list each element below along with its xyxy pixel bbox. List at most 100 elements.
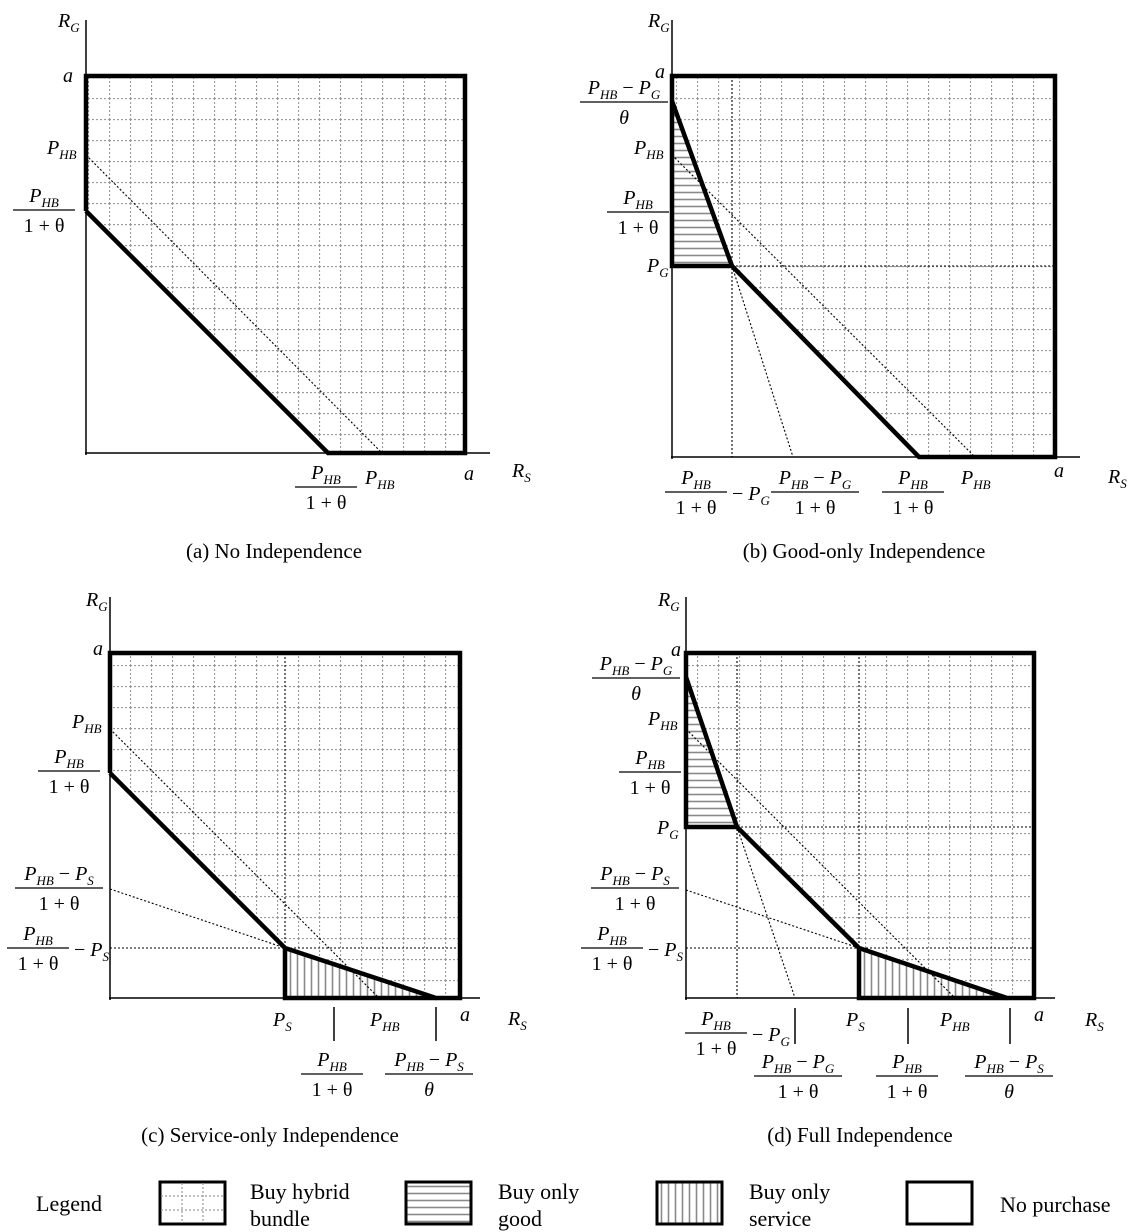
legend-label: service <box>749 1206 811 1231</box>
svg-text:PG: PG <box>656 817 679 842</box>
label-phb-over-1-theta-minus-ps-vertical: PHB 1 + θ − PS <box>7 923 110 975</box>
panel-a: RG RS a a PHB PHB 1 + θ PHB 1 + θ PHB (a… <box>13 10 531 563</box>
svg-text:PHB: PHB <box>310 462 341 487</box>
label-a-vertical: a <box>63 65 73 87</box>
region-hybrid-bundle <box>686 653 1034 998</box>
label-a-horizontal: a <box>464 463 474 485</box>
guide-line <box>731 265 794 458</box>
svg-text:PHB: PHB <box>680 467 711 492</box>
region-hybrid-bundle <box>86 76 465 453</box>
svg-text:PHB: PHB <box>622 187 653 212</box>
label-a-vertical: a <box>655 61 665 83</box>
svg-text:PS: PS <box>272 1009 292 1034</box>
legend-label: Buy only <box>498 1179 579 1204</box>
y-axis-label: RG <box>657 589 680 614</box>
svg-text:PHB: PHB <box>700 1008 731 1033</box>
label-phb-vertical: PHB <box>633 137 664 162</box>
label-phb-minus-ps-over-1-theta-vertical: PHB − PS 1 + θ <box>591 863 679 915</box>
label-a-vertical: a <box>93 638 103 660</box>
svg-text:1 + θ: 1 + θ <box>778 1081 819 1103</box>
svg-text:1 + θ: 1 + θ <box>615 893 656 915</box>
region-boundary-good <box>669 101 732 269</box>
legend-label: bundle <box>250 1206 310 1231</box>
label-phb-vertical: PHB <box>46 137 77 162</box>
label-phb-vertical: PHB <box>647 708 678 733</box>
x-axis-label: RS <box>511 460 531 485</box>
svg-text:− PG: − PG <box>752 1024 791 1049</box>
svg-text:PHB: PHB <box>364 467 395 492</box>
svg-text:1 + θ: 1 + θ <box>893 497 934 519</box>
svg-text:1 + θ: 1 + θ <box>18 953 59 975</box>
svg-text:PHB − PG: PHB − PG <box>587 77 661 102</box>
label-ps-horizontal: PS <box>272 1009 292 1034</box>
legend-label: good <box>498 1206 542 1231</box>
legend-item-no-purchase: No purchase <box>905 1180 1111 1226</box>
caption-d: (d) Full Independence <box>767 1123 952 1147</box>
svg-text:PHB − PG: PHB − PG <box>761 1051 835 1076</box>
legend-item-buy-only-good: Buy only good <box>404 1179 579 1231</box>
legend: Legend Buy hybrid bundle Buy only good B… <box>36 1179 1111 1231</box>
guide-line <box>685 889 860 949</box>
label-phb-over-1-theta-vertical: PHB 1 + θ <box>13 185 75 237</box>
label-a-vertical: a <box>671 639 681 661</box>
y-axis-label: RG <box>57 10 80 35</box>
svg-text:PHB: PHB <box>53 746 84 771</box>
svg-text:1 + θ: 1 + θ <box>696 1038 737 1060</box>
label-phb-minus-pg-over-theta-vertical: PHB − PG θ <box>580 77 668 129</box>
legend-label: Buy hybrid <box>250 1179 350 1204</box>
label-a-horizontal: a <box>1034 1004 1044 1026</box>
legend-label: Buy only <box>749 1179 830 1204</box>
legend-item-hybrid-bundle: Buy hybrid bundle <box>158 1179 350 1231</box>
legend-swatch-vertical <box>655 1180 724 1226</box>
label-phb-minus-ps-over-theta-horizontal: PHB − PS θ <box>965 1051 1053 1103</box>
caption-b: (b) Good-only Independence <box>743 539 986 563</box>
region-boundary-good <box>683 677 737 830</box>
label-phb-vertical: PHB <box>71 711 102 736</box>
legend-swatch-empty <box>905 1180 974 1226</box>
svg-text:PHB: PHB <box>596 923 627 948</box>
caption-a: (a) No Independence <box>186 539 362 563</box>
svg-text:1 + θ: 1 + θ <box>49 776 90 798</box>
guide-line <box>109 728 380 999</box>
svg-text:1 + θ: 1 + θ <box>306 492 347 514</box>
panel-c: RG RS a a PHB PHB 1 + θ PHB − PS 1 + θ P… <box>7 589 527 1147</box>
label-pg-vertical: PG <box>656 817 679 842</box>
svg-text:PHB: PHB <box>316 1049 347 1074</box>
svg-text:− PS: − PS <box>74 939 110 964</box>
svg-text:PHB: PHB <box>46 137 77 162</box>
label-phb-over-1-theta-vertical: PHB 1 + θ <box>607 187 669 239</box>
svg-text:PHB − PS: PHB − PS <box>393 1049 464 1074</box>
svg-text:PHB: PHB <box>939 1009 970 1034</box>
svg-text:PHB − PG: PHB − PG <box>778 467 852 492</box>
region-boundary <box>83 73 468 456</box>
legend-item-buy-only-service: Buy only service <box>655 1179 830 1231</box>
label-a-horizontal: a <box>1054 460 1064 482</box>
y-axis-label: RG <box>647 10 670 35</box>
label-phb-over-1-theta-horizontal: PHB 1 + θ <box>876 1051 938 1103</box>
x-axis-label: RS <box>507 1008 527 1033</box>
label-ps-horizontal: PS <box>845 1009 865 1034</box>
svg-text:PHB: PHB <box>71 711 102 736</box>
svg-text:PHB: PHB <box>897 467 928 492</box>
panel-d: RG RS a a PHB − PG θ PHB PHB 1 + θ PG PH… <box>581 589 1104 1147</box>
svg-text:PHB: PHB <box>634 747 665 772</box>
region-boundary <box>683 650 1037 1001</box>
label-phb-minus-pg-over-1-theta-horizontal: PHB − PG 1 + θ <box>754 1051 842 1103</box>
svg-text:PHB − PS: PHB − PS <box>973 1051 1044 1076</box>
svg-text:PHB − PS: PHB − PS <box>23 863 94 888</box>
svg-text:PHB − PG: PHB − PG <box>599 653 673 678</box>
label-phb-over-1-theta-minus-pg-horizontal: PHB 1 + θ − PG <box>665 467 771 519</box>
label-phb-over-1-theta-minus-pg-horizontal: PHB 1 + θ − PG <box>685 1008 791 1060</box>
svg-text:1 + θ: 1 + θ <box>592 953 633 975</box>
y-axis-label: RG <box>85 589 108 614</box>
label-phb-horizontal: PHB <box>939 1009 970 1034</box>
svg-text:PHB: PHB <box>22 923 53 948</box>
svg-text:PHB − PS: PHB − PS <box>599 863 670 888</box>
label-phb-over-1-theta-horizontal: PHB 1 + θ <box>295 462 357 514</box>
svg-text:PHB: PHB <box>28 185 59 210</box>
svg-text:1 + θ: 1 + θ <box>618 217 659 239</box>
legend-label: No purchase <box>1000 1192 1111 1217</box>
svg-text:θ: θ <box>424 1079 434 1101</box>
x-axis-label: RS <box>1107 466 1127 491</box>
